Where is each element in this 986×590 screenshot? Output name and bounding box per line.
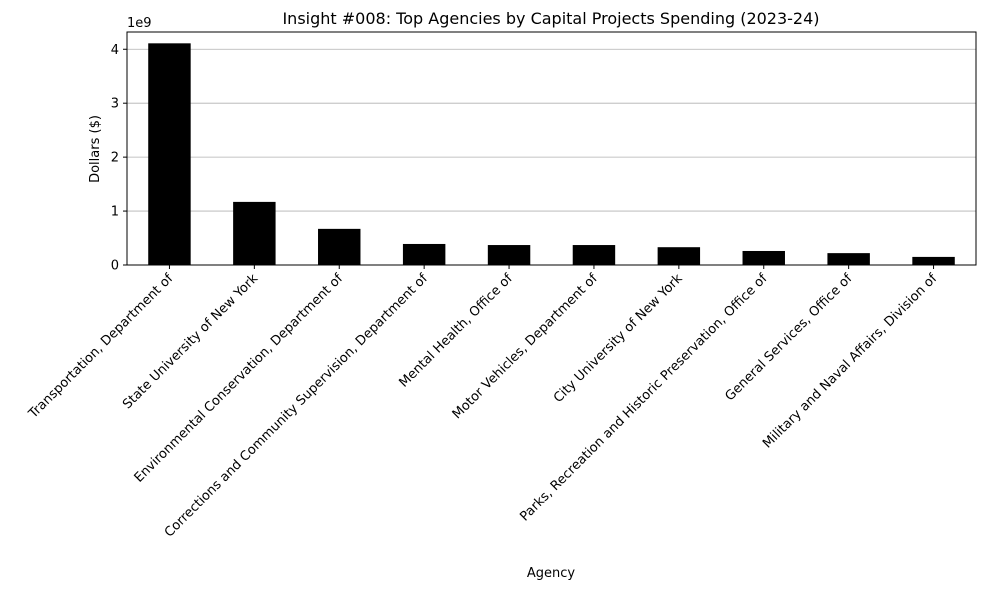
bar-1: [233, 201, 276, 265]
x-tick-label-0: Transportation, Department of: [25, 271, 176, 422]
x-tick-label-5: Motor Vehicles, Department of: [450, 271, 601, 422]
x-tick-label-9: Military and Naval Affairs, Division of: [760, 271, 941, 452]
chart-title: Insight #008: Top Agencies by Capital Pr…: [282, 9, 819, 28]
bar-7: [742, 250, 785, 265]
y-offset-label: 1e9: [127, 16, 152, 31]
y-tick-label-0: 0: [111, 259, 119, 274]
bar-5: [572, 245, 616, 265]
y-axis: 0 1 2 3 4: [111, 43, 127, 274]
x-tick-label-1: State University of New York: [120, 271, 261, 412]
plot-frame: [126, 31, 977, 266]
bars: [148, 43, 955, 266]
bar-3: [402, 243, 446, 265]
bar-8: [827, 253, 870, 265]
bar-6: [657, 247, 701, 265]
y-tick-label-3: 3: [111, 97, 119, 112]
bar-0: [148, 43, 191, 266]
gridlines: [127, 48, 976, 212]
bar-2: [318, 228, 361, 265]
bar-4: [487, 245, 531, 265]
y-tick-label-4: 4: [111, 43, 119, 58]
y-tick-label-1: 1: [111, 205, 119, 220]
x-axis-label: Agency: [527, 566, 576, 581]
y-tick-label-2: 2: [111, 151, 119, 166]
bar-9: [912, 256, 955, 265]
y-axis-label: Dollars ($): [88, 115, 103, 183]
